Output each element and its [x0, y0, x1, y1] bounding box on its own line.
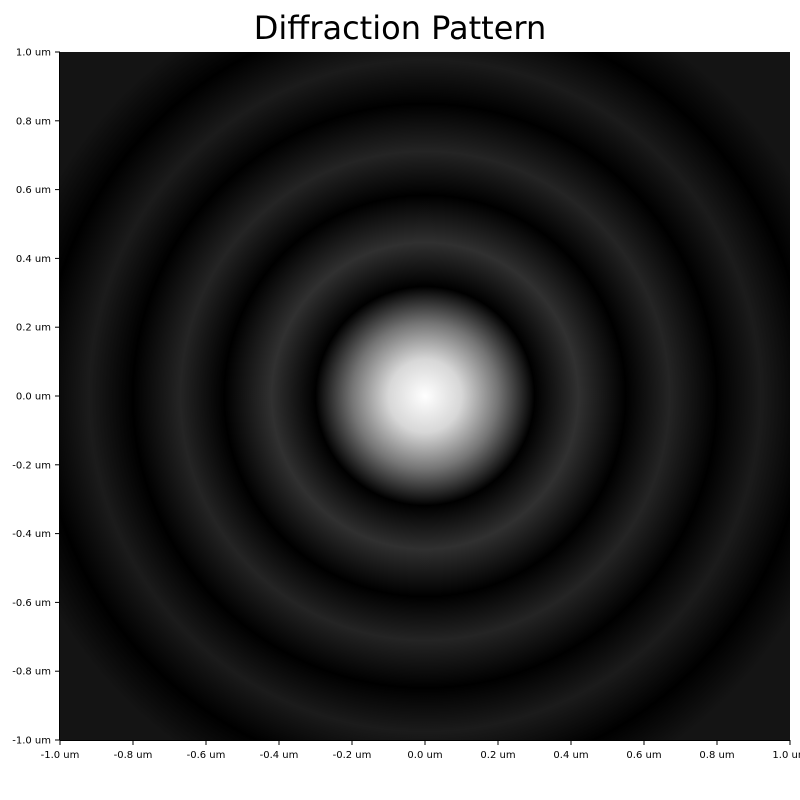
x-axis: -1.0 um -0.8 um -0.6 um -0.4 um -0.2 um 0.0 u…	[41, 740, 800, 761]
y-tick-label: 0.4 um	[16, 254, 51, 265]
y-tick-label: -0.2 um	[12, 460, 51, 471]
x-tick-label: 0.4 um	[553, 750, 588, 761]
y-tick-label: 0.6 um	[16, 185, 51, 196]
y-tick-label: 0.8 um	[16, 116, 51, 127]
y-tick-label: -1.0 um	[12, 736, 51, 747]
x-tick-label: -1.0 um	[41, 750, 80, 761]
diffraction-intensity-image	[60, 52, 790, 740]
x-tick-label: -0.2 um	[333, 750, 372, 761]
x-tick-label: -0.4 um	[260, 750, 299, 761]
y-axis: 1.0 um 0.8 um 0.6 um 0.4 um 0.2 um 0.0 um -0.2…	[12, 48, 60, 747]
plot-area	[60, 52, 790, 740]
y-tick-label: -0.6 um	[12, 598, 51, 609]
y-tick-label: 0.2 um	[16, 323, 51, 334]
y-tick-label: -0.8 um	[12, 667, 51, 678]
chart-title: Diffraction Pattern	[253, 9, 547, 47]
x-tick-label: -0.6 um	[187, 750, 226, 761]
x-tick-label: 0.8 um	[699, 750, 734, 761]
y-tick-label: -0.4 um	[12, 529, 51, 540]
x-tick-label: 1.0 um	[772, 750, 800, 761]
x-tick-label: 0.0 um	[407, 750, 442, 761]
x-tick-label: 0.6 um	[626, 750, 661, 761]
x-tick-label: -0.8 um	[114, 750, 153, 761]
y-tick-label: 1.0 um	[16, 48, 51, 59]
y-tick-label: 0.0 um	[16, 392, 51, 403]
x-tick-label: 0.2 um	[480, 750, 515, 761]
